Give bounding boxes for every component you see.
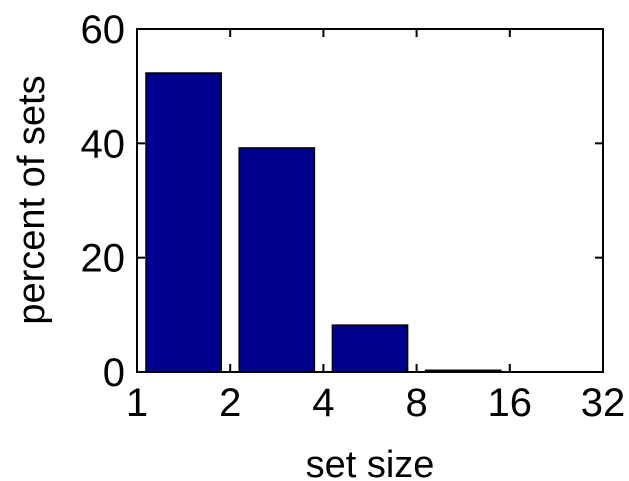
bars-group xyxy=(145,72,595,373)
bar-2 xyxy=(238,147,316,373)
x-tick-label-1: 1 xyxy=(126,381,148,425)
x-axis-title: set size xyxy=(306,444,435,481)
x-tick-label-2: 2 xyxy=(219,381,241,425)
x-tick-label-8: 8 xyxy=(405,381,427,425)
plot-frame xyxy=(136,28,604,373)
bar-1 xyxy=(145,72,222,373)
y-tick-label-40: 40 xyxy=(81,122,126,166)
x-tick-label-4: 4 xyxy=(312,381,334,425)
y-tick-label-60: 60 xyxy=(81,8,126,52)
y-tick-label-20: 20 xyxy=(81,237,126,281)
ticks-group: 1 2 4 8 16 32 0 20 40 60 xyxy=(81,8,626,425)
y-tick-label-0: 0 xyxy=(103,351,125,395)
x-tick-label-32: 32 xyxy=(581,381,626,425)
bar-3 xyxy=(331,324,409,373)
x-tick-label-16: 16 xyxy=(488,381,533,425)
y-axis-title: percent of sets xyxy=(11,75,53,324)
